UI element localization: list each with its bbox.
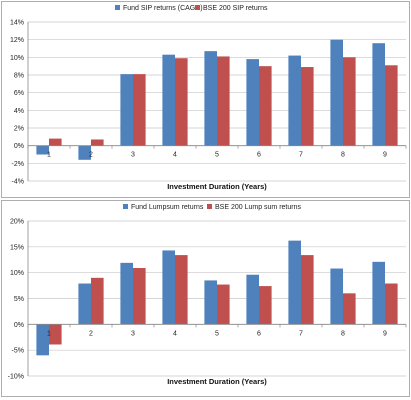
x-tick-label: 9 bbox=[383, 330, 387, 337]
x-tick-label: 3 bbox=[131, 152, 135, 159]
x-tick-label: 2 bbox=[89, 152, 93, 159]
bar-fund bbox=[288, 240, 301, 325]
bar-bse200 bbox=[385, 283, 398, 325]
bar-bse200 bbox=[133, 268, 146, 325]
bar-fund bbox=[330, 268, 343, 325]
x-tick-label: 4 bbox=[173, 152, 177, 159]
x-tick-label: 1 bbox=[47, 152, 51, 159]
y-tick-label: 2% bbox=[14, 126, 24, 133]
y-tick-label: 15% bbox=[10, 244, 24, 251]
x-tick-label: 3 bbox=[131, 330, 135, 337]
y-tick-label: 6% bbox=[14, 90, 24, 97]
y-tick-label: -5% bbox=[12, 348, 24, 355]
legend-swatch bbox=[115, 5, 120, 10]
x-tick-label: 1 bbox=[47, 330, 51, 337]
bar-bse200 bbox=[49, 138, 62, 146]
bar-bse200 bbox=[175, 58, 188, 146]
bar-bse200 bbox=[301, 255, 314, 325]
y-tick-label: -4% bbox=[12, 179, 24, 186]
bar-bse200 bbox=[259, 286, 272, 325]
bar-fund bbox=[288, 55, 301, 146]
bar-fund bbox=[162, 250, 175, 325]
y-tick-label: 8% bbox=[14, 73, 24, 80]
x-tick-label: 6 bbox=[257, 330, 261, 337]
x-tick-label: 5 bbox=[215, 330, 219, 337]
bar-bse200 bbox=[91, 277, 104, 325]
y-tick-label: 14% bbox=[10, 20, 24, 27]
y-tick-label: 10% bbox=[10, 55, 24, 62]
x-axis-title: Investment Duration (Years) bbox=[167, 377, 267, 386]
legend-swatch bbox=[195, 5, 200, 10]
legend-swatch bbox=[207, 204, 212, 209]
chart-2: -10% -5% 0% 5% 10% 15% 20% 1 2 3 4 5 6 7 8 9 Fund Lumpsu… bbox=[1, 200, 410, 397]
legend-label: Fund Lumpsum returns bbox=[131, 204, 204, 211]
legend-label: BSE 200 SIP returns bbox=[203, 5, 268, 12]
x-tick-label: 9 bbox=[383, 152, 387, 159]
x-tick-label: 7 bbox=[299, 330, 303, 337]
x-tick-label: 7 bbox=[299, 152, 303, 159]
bar-fund bbox=[162, 54, 175, 146]
bar-fund bbox=[246, 274, 259, 325]
chart-1: -4% -2% 0% 2% 4% 6% 8% 10% 12% 14% 1 2 3 4 5 6 7 8 9 Fund S… bbox=[1, 1, 410, 198]
legend-label: BSE 200 Lump sum returns bbox=[215, 204, 301, 211]
bar-bse200 bbox=[91, 139, 104, 146]
x-tick-label: 5 bbox=[215, 152, 219, 159]
x-tick-label: 8 bbox=[341, 330, 345, 337]
bar-bse200 bbox=[385, 65, 398, 146]
bar-fund bbox=[120, 262, 133, 325]
bar-fund bbox=[204, 51, 217, 146]
legend-label: Fund SIP returns (CAGR) bbox=[123, 5, 203, 12]
y-tick-label: 0% bbox=[14, 322, 24, 329]
bar-bse200 bbox=[175, 255, 188, 325]
y-tick-label: 20% bbox=[10, 219, 24, 226]
y-tick-label: 10% bbox=[10, 270, 24, 277]
x-tick-label: 2 bbox=[89, 330, 93, 337]
bar-bse200 bbox=[343, 57, 356, 146]
y-tick-label: 12% bbox=[10, 37, 24, 44]
bar-fund bbox=[78, 145, 91, 160]
bar-fund bbox=[36, 145, 49, 155]
bar-fund bbox=[120, 74, 133, 146]
bar-fund bbox=[78, 283, 91, 325]
x-axis-title: Investment Duration (Years) bbox=[167, 182, 267, 191]
y-tick-label: -2% bbox=[12, 161, 24, 168]
bar-fund bbox=[330, 39, 343, 146]
x-tick-label: 6 bbox=[257, 152, 261, 159]
y-tick-label: 4% bbox=[14, 108, 24, 115]
y-tick-label: 0% bbox=[14, 143, 24, 150]
bar-bse200 bbox=[217, 56, 230, 146]
bar-fund bbox=[36, 324, 49, 356]
y-tick-label: 5% bbox=[14, 296, 24, 303]
y-tick-label: -10% bbox=[8, 374, 24, 381]
legend-swatch bbox=[123, 204, 128, 209]
bar-fund bbox=[372, 261, 385, 325]
bar-bse200 bbox=[217, 284, 230, 325]
bar-fund bbox=[372, 43, 385, 146]
bar-bse200 bbox=[343, 293, 356, 325]
bar-bse200 bbox=[49, 324, 62, 345]
bar-fund bbox=[246, 59, 259, 146]
bar-bse200 bbox=[301, 67, 314, 146]
bar-fund bbox=[204, 280, 217, 325]
bar-bse200 bbox=[133, 74, 146, 146]
x-tick-label: 4 bbox=[173, 330, 177, 337]
bar-bse200 bbox=[259, 66, 272, 146]
x-tick-label: 8 bbox=[341, 152, 345, 159]
